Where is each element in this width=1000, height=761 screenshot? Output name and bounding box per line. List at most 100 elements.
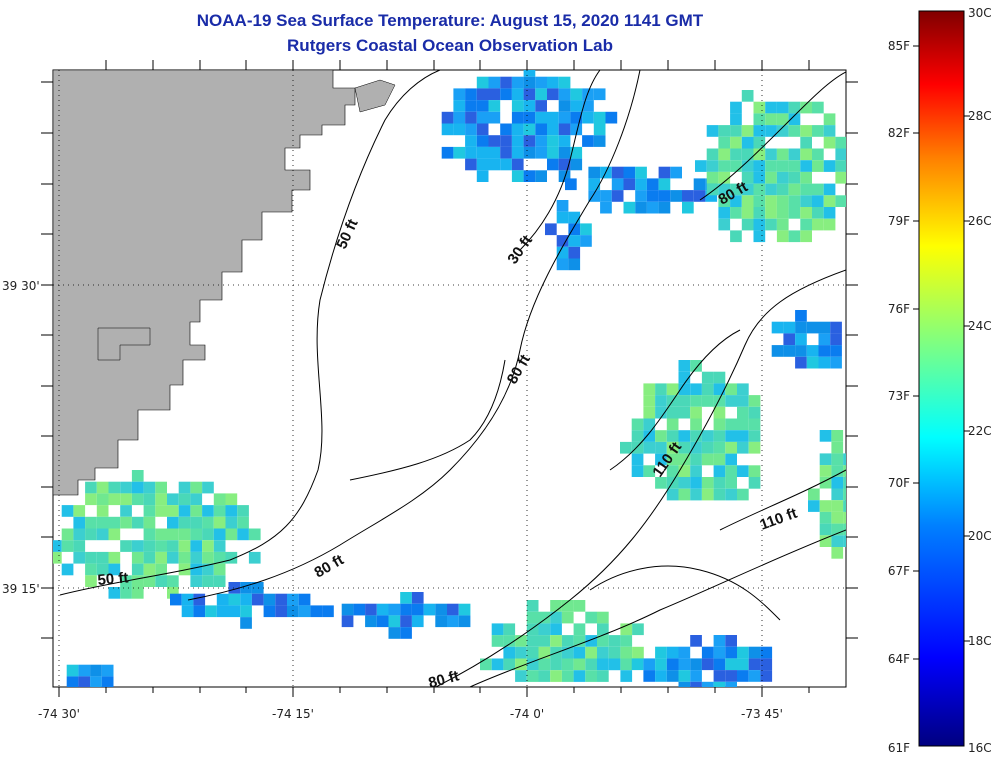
sst-pixel	[512, 112, 524, 124]
sst-pixel	[737, 419, 749, 431]
sst-pixel	[742, 219, 754, 231]
sst-pixel	[808, 489, 820, 501]
sst-pixel	[557, 235, 569, 247]
sst-pixel	[594, 88, 606, 100]
sst-pixel	[725, 682, 737, 694]
sst-pixel	[831, 477, 843, 489]
sst-pixel	[667, 670, 679, 682]
sst-pixel	[299, 605, 311, 617]
sst-pixel	[632, 430, 644, 442]
sst-pixel	[777, 172, 789, 184]
sst-pixel	[783, 322, 795, 334]
sst-pixel	[249, 552, 261, 564]
colorbar-f-label: 82F	[888, 126, 910, 140]
sst-pixel	[718, 125, 730, 137]
sst-pixel	[737, 465, 749, 477]
sst-pixel	[524, 100, 536, 112]
sst-pixel	[690, 682, 702, 694]
sst-pixel	[465, 135, 477, 147]
sst-pixel	[539, 635, 551, 647]
sst-pixel	[240, 617, 252, 629]
sst-pixel	[412, 604, 424, 616]
sst-pixel	[477, 170, 489, 182]
sst-pixel	[659, 178, 671, 190]
sst-pixel	[559, 88, 571, 100]
sst-pixel	[679, 430, 691, 442]
sst-pixel	[730, 160, 742, 172]
sst-pixel	[214, 529, 226, 541]
sst-pixel	[742, 137, 754, 149]
sst-pixel	[97, 482, 109, 494]
sst-pixel	[167, 552, 179, 564]
sst-pixel	[800, 195, 812, 207]
sst-pixel	[620, 647, 632, 659]
sst-pixel	[777, 230, 789, 242]
sst-pixel	[97, 529, 109, 541]
sst-pixel	[635, 167, 647, 179]
colorbar-f-label: 70F	[888, 476, 910, 490]
sst-pixel	[539, 670, 551, 682]
sst-pixel	[789, 125, 801, 137]
sst-pixel	[500, 159, 512, 171]
sst-pixel	[754, 207, 766, 219]
sst-pixel	[714, 477, 726, 489]
sst-pixel	[670, 190, 682, 202]
sst-pixel	[120, 517, 132, 529]
sst-pixel	[132, 540, 144, 552]
sst-pixel	[612, 167, 624, 179]
sst-pixel	[725, 454, 737, 466]
sst-pixel	[144, 493, 156, 505]
sst-pixel	[765, 195, 777, 207]
sst-pixel	[144, 505, 156, 517]
sst-pixel	[765, 172, 777, 184]
sst-pixel	[85, 482, 97, 494]
sst-pixel	[547, 77, 559, 89]
sst-pixel	[702, 477, 714, 489]
sst-pixel	[730, 102, 742, 114]
sst-pixel	[659, 190, 671, 202]
sst-pixel	[524, 88, 536, 100]
sst-pixel	[144, 482, 156, 494]
sst-pixel	[539, 659, 551, 671]
sst-pixel	[742, 125, 754, 137]
sst-pixel	[582, 112, 594, 124]
sst-pixel	[226, 493, 238, 505]
sst-pixel	[742, 90, 754, 102]
sst-pixel	[725, 395, 737, 407]
sst-pixel	[695, 160, 707, 172]
sst-pixel	[132, 493, 144, 505]
sst-pixel	[539, 623, 551, 635]
sst-pixel	[714, 383, 726, 395]
sst-pixel	[600, 202, 612, 214]
sst-pixel	[820, 465, 832, 477]
sst-pixel	[252, 594, 264, 606]
sst-pixel	[492, 659, 504, 671]
sst-pixel	[477, 147, 489, 159]
sst-pixel	[97, 552, 109, 564]
sst-pixel	[830, 357, 842, 369]
sst-pixel	[132, 587, 144, 599]
sst-pixel	[489, 159, 501, 171]
sst-pixel	[725, 430, 737, 442]
sst-pixel	[539, 612, 551, 624]
sst-pixel	[90, 676, 102, 688]
sst-pixel	[442, 147, 454, 159]
sst-pixel	[807, 345, 819, 357]
sst-pixel	[144, 564, 156, 576]
sst-pixel	[465, 147, 477, 159]
sst-pixel	[120, 505, 132, 517]
sst-pixel	[777, 195, 789, 207]
sst-pixel	[535, 88, 547, 100]
sst-pixel	[237, 529, 249, 541]
sst-pixel	[377, 615, 389, 627]
sst-pixel	[524, 170, 536, 182]
sst-pixel	[632, 442, 644, 454]
x-tick-label: -73 45'	[741, 707, 783, 721]
sst-pixel	[574, 670, 586, 682]
sst-pixel	[565, 178, 577, 190]
sst-pixel	[632, 454, 644, 466]
sst-pixel	[580, 223, 592, 235]
sst-pixel	[503, 623, 515, 635]
sst-pixel	[547, 147, 559, 159]
sst-pixel	[512, 159, 524, 171]
